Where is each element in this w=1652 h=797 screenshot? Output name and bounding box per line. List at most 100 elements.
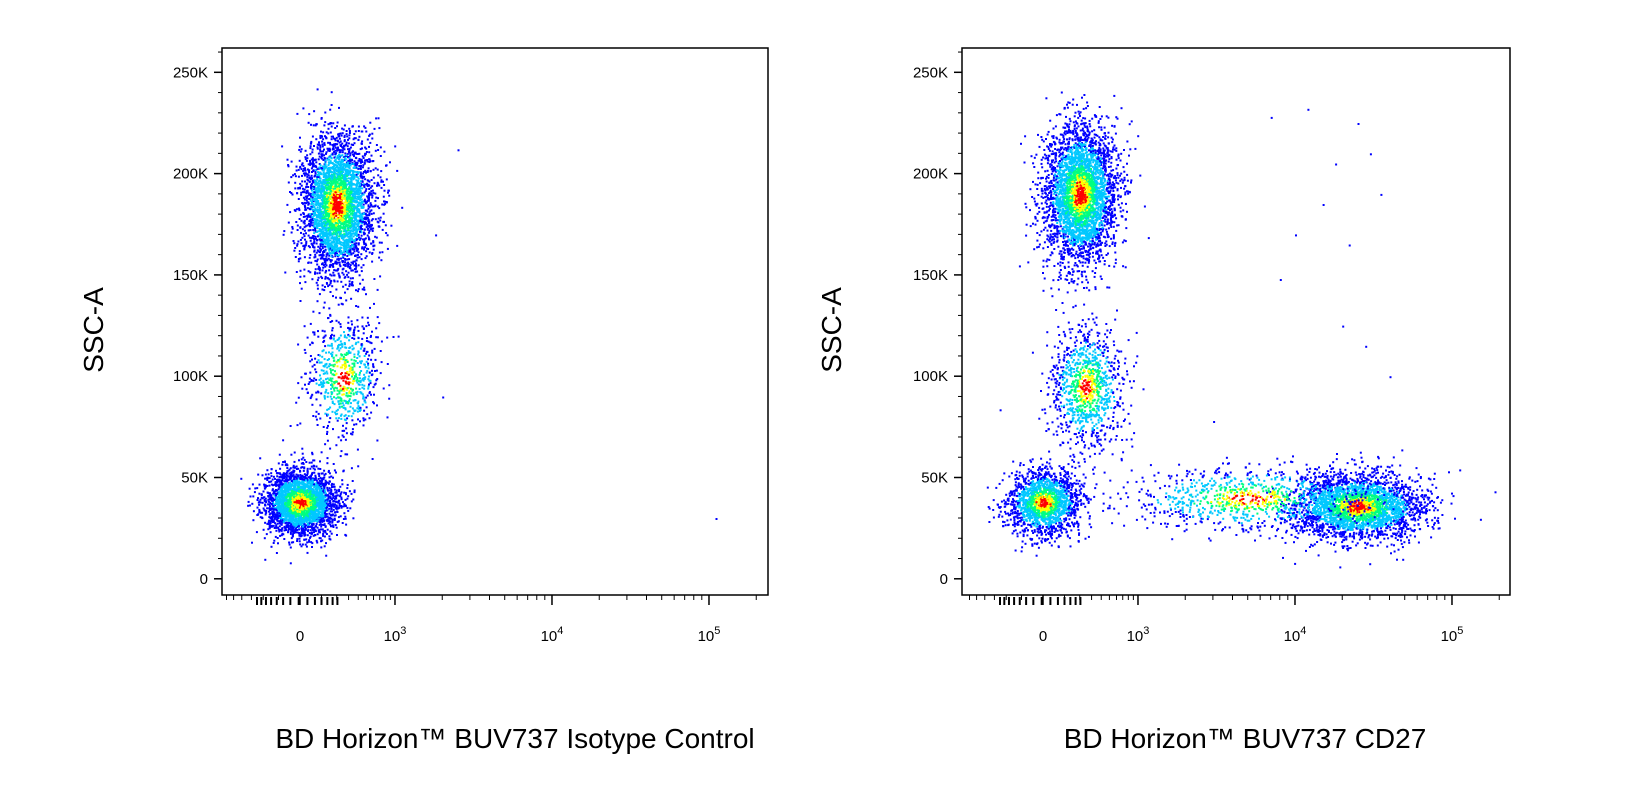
event-dot (366, 151, 368, 153)
event-dot (328, 182, 330, 184)
event-dot (311, 171, 313, 173)
event-dot (396, 245, 398, 247)
event-dot (363, 213, 365, 215)
event-dot (257, 474, 259, 476)
event-dot (346, 507, 348, 509)
event-dot (329, 538, 331, 540)
event-dot (279, 498, 281, 500)
event-dot (329, 521, 331, 523)
event-dot (279, 473, 281, 475)
event-dot (369, 192, 371, 194)
event-dot (330, 492, 332, 494)
event-dot (298, 488, 300, 490)
event-dot (315, 517, 317, 519)
event-dot (369, 142, 371, 144)
event-dot (341, 498, 343, 500)
event-dot (304, 500, 306, 502)
event-dot (353, 235, 355, 237)
event-dot (313, 516, 315, 518)
x-tick-base: 10 (384, 628, 401, 645)
event-dot (297, 468, 299, 470)
event-dot (327, 159, 329, 161)
event-dot (296, 476, 298, 478)
event-dot (348, 142, 350, 144)
event-dot (315, 238, 317, 240)
event-dot (330, 122, 332, 124)
event-dot (322, 150, 324, 152)
x-tick-exponent: 5 (714, 625, 720, 637)
event-dot (295, 175, 297, 177)
event-dot (352, 252, 354, 254)
event-dot (277, 499, 279, 501)
event-dot (308, 235, 310, 237)
event-dot (284, 503, 286, 505)
event-dot (338, 520, 340, 522)
event-dot (302, 481, 304, 483)
event-dot (309, 519, 311, 521)
event-dot (311, 452, 313, 454)
event-dot (271, 525, 273, 527)
event-dot (322, 267, 324, 269)
event-dot (291, 480, 293, 482)
event-dot (292, 525, 294, 527)
event-dot (319, 537, 321, 539)
event-dot (277, 504, 279, 506)
event-dot (290, 484, 292, 486)
event-dot (329, 472, 331, 474)
event-dot (325, 276, 327, 278)
event-dot (257, 497, 259, 499)
event-dot (344, 152, 346, 154)
event-dot (305, 484, 307, 486)
event-dot (303, 470, 305, 472)
event-dot (282, 461, 284, 463)
event-dot (300, 194, 302, 196)
event-dot (360, 174, 362, 176)
event-dot (269, 522, 271, 524)
event-dot (349, 132, 351, 134)
event-dot (312, 482, 314, 484)
event-dot (329, 517, 331, 519)
event-dot (302, 526, 304, 528)
event-dot (251, 503, 253, 505)
event-dot (346, 498, 348, 500)
event-dot (290, 533, 292, 535)
event-dot (311, 167, 313, 169)
event-dot (312, 496, 314, 498)
event-dot (303, 517, 305, 519)
event-dot (327, 148, 329, 150)
event-dot (320, 515, 322, 517)
event-dot (304, 459, 306, 461)
event-dot (320, 492, 322, 494)
event-dot (329, 476, 331, 478)
event-dot (270, 481, 272, 483)
event-dot (331, 91, 333, 93)
event-dot (287, 488, 289, 490)
event-dot (317, 468, 319, 470)
event-dot (287, 508, 289, 510)
event-dot (316, 252, 318, 254)
event-dot (273, 516, 275, 518)
event-dot (316, 272, 318, 274)
event-dot (259, 457, 261, 459)
event-dot (365, 250, 367, 252)
event-dot (335, 501, 337, 503)
event-dot (326, 533, 328, 535)
event-dot (312, 216, 314, 218)
event-dot (328, 123, 330, 125)
event-dot (298, 475, 300, 477)
event-dot (318, 478, 320, 480)
event-dot (304, 477, 306, 479)
event-dot (284, 509, 286, 511)
event-dot (306, 183, 308, 185)
event-dot (281, 509, 283, 511)
x-tick-base: 10 (541, 628, 558, 645)
event-dot (286, 504, 288, 506)
event-dot (311, 466, 313, 468)
event-dot (306, 515, 308, 517)
event-dot (281, 519, 283, 521)
event-dot (296, 538, 298, 540)
event-dot (358, 136, 360, 138)
event-dot (312, 149, 314, 151)
event-dot (373, 278, 375, 280)
event-dot (351, 500, 353, 502)
